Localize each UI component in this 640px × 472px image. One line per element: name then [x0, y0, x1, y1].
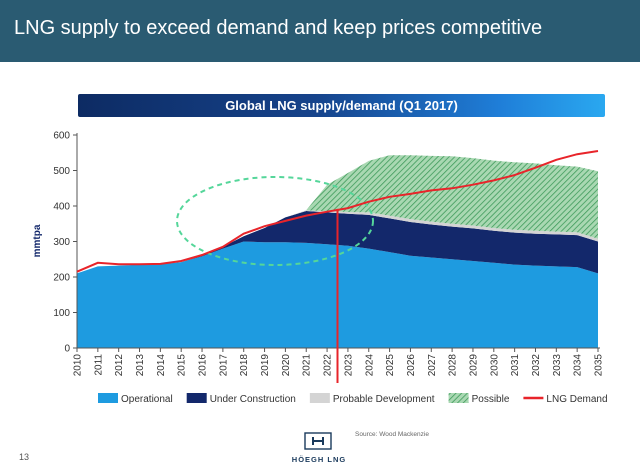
x-tick-label: 2021 — [302, 354, 313, 377]
x-tick-label: 2033 — [552, 354, 563, 377]
x-tick-label: 2035 — [594, 354, 605, 377]
x-tick-label: 2028 — [448, 354, 459, 377]
legend: Operational Under Construction Probable De… — [98, 393, 608, 405]
highlight-ellipse — [176, 176, 374, 266]
x-tick-label: 2015 — [177, 354, 188, 377]
x-tick-label: 2016 — [198, 354, 209, 377]
chart-title-banner: Global LNG supply/demand (Q1 2017) — [78, 94, 605, 117]
x-tick-label: 2017 — [218, 354, 229, 377]
legend-label-operational: Operational — [121, 394, 173, 405]
x-tick-label: 2022 — [323, 354, 334, 377]
legend-label-probable-development: Probable Development — [333, 394, 435, 405]
source-note: Source: Wood Mackenzie — [355, 431, 429, 438]
x-tick-label: 2014 — [156, 354, 167, 377]
x-tick-label: 2026 — [406, 354, 417, 377]
y-tick-label: 300 — [53, 237, 70, 248]
legend-swatch-under-construction — [186, 393, 207, 403]
y-tick-label: 500 — [53, 166, 70, 177]
x-tick-label: 2011 — [93, 354, 104, 376]
x-tick-label: 2020 — [281, 354, 292, 377]
legend-label-under-construction: Under Construction — [210, 394, 296, 405]
y-axis-label: mmtpa — [32, 224, 43, 257]
x-tick-label: 2031 — [510, 354, 521, 377]
y-tick-label: 200 — [53, 273, 70, 284]
x-tick-label: 2023 — [343, 354, 354, 377]
logo-text: HÖEGH LNG — [291, 455, 347, 464]
x-tick-label: 2018 — [239, 354, 250, 377]
x-tick-label: 2029 — [468, 354, 479, 377]
hoegh-logo: HÖEGH LNG — [290, 432, 350, 472]
x-tick-label: 2034 — [573, 354, 584, 377]
x-tick-label: 2032 — [531, 354, 542, 377]
legend-swatch-possible — [448, 393, 469, 403]
page-title: LNG supply to exceed demand and keep pri… — [14, 17, 543, 39]
header-bar: LNG supply to exceed demand and keep pri… — [0, 0, 640, 62]
series-line-lng-demand — [76, 150, 599, 273]
y-tick-label: 400 — [53, 202, 70, 213]
x-tick-label: 2024 — [364, 354, 375, 377]
area-probable-development — [77, 210, 598, 274]
x-tick-label: 2010 — [73, 354, 84, 377]
legend-swatch-operational — [98, 393, 118, 403]
legend-swatch-probable-development — [309, 393, 330, 403]
x-tick-label: 2025 — [385, 354, 396, 377]
page-number: 13 — [19, 452, 30, 462]
y-tick-label: 0 — [64, 344, 70, 355]
x-tick-label: 2019 — [260, 354, 271, 377]
line-layer — [76, 150, 599, 383]
legend-label-possible: Possible — [472, 394, 510, 405]
x-tick-label: 2027 — [427, 354, 438, 377]
logo-mark-icon — [304, 432, 332, 450]
y-tick-label: 100 — [53, 308, 70, 319]
y-tick-label: 600 — [53, 131, 70, 142]
x-tick-label: 2013 — [135, 354, 146, 377]
legend-label-lng-demand: LNG Demand — [546, 394, 607, 405]
chart-title: Global LNG supply/demand (Q1 2017) — [225, 98, 458, 113]
x-tick-label: 2012 — [114, 354, 125, 377]
x-tick-label: 2030 — [489, 354, 500, 377]
